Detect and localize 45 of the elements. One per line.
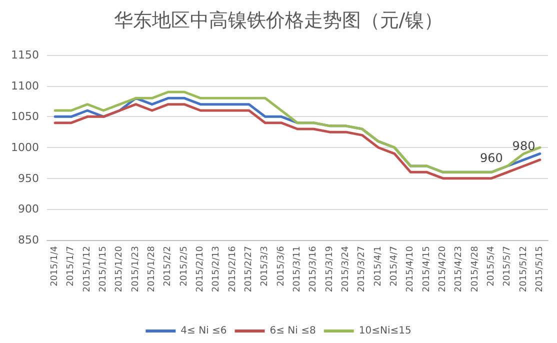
x-tick-label: 2015/5/15 [534,246,545,292]
x-tick-label: 2015/4/23 [454,246,464,292]
x-tick-label: 2015/2/27 [244,246,254,292]
y-tick-label: 1150 [11,48,39,62]
x-tick-label: 2015/4/20 [438,246,448,292]
x-tick-label: 2015/1/23 [130,246,141,292]
line-series [54,103,542,180]
legend-label: 6≤ Ni ≤8 [270,326,316,336]
annotation: 960 [480,151,503,166]
x-tick-label: 2015/2/16 [228,246,238,292]
x-tick-label: 2015/4/28 [470,246,480,292]
y-tick-label: 1100 [11,79,39,92]
x-tick-label: 2015/5/4 [486,246,496,286]
y-tick-label: 1000 [11,141,39,154]
x-tick-label: 2015/3/24 [340,246,351,292]
annotation: 980 [512,138,536,153]
chart-title: 华东地区中高镍铁价格走势图（元/镍） [114,10,444,32]
x-tick-label: 2015/3/19 [324,246,335,292]
x-tick-label: 2015/3/11 [292,246,302,292]
x-tick-label: 2015/3/3 [260,246,270,286]
x-tick-label: 2015/2/10 [196,246,206,292]
x-tick-label: 2015/4/15 [422,246,432,292]
x-tick-label: 2015/2/2 [163,246,174,286]
y-tick-label: 850 [18,234,39,246]
x-tick-label: 2015/3/16 [308,246,319,292]
legend-label: 4≤ Ni ≤6 [180,326,227,336]
x-tick-label: 2015/1/7 [66,246,76,286]
x-tick-label: 2015/5/12 [518,246,529,292]
x-tick-label: 2015/3/6 [276,246,286,286]
x-tick-label: 2015/4/10 [406,246,416,292]
legend-label: 10≤Ni≤15 [358,326,412,336]
x-tick-label: 2015/2/5 [179,246,190,286]
x-tick-label: 2015/1/15 [98,246,109,292]
x-tick-label: 2015/3/27 [357,246,368,292]
y-tick-label: 950 [18,172,39,185]
x-tick-label: 2015/1/12 [82,246,92,292]
x-tick-label: 2015/1/28 [147,246,158,292]
y-tick-label: 900 [18,202,39,216]
x-tick-label: 2015/4/7 [389,246,400,286]
x-tick-label: 2015/1/20 [114,246,125,292]
x-tick-label: 2015/1/4 [50,246,60,286]
x-tick-label: 2015/5/7 [502,246,513,286]
x-tick-label: 2015/4/1 [373,246,384,286]
y-tick-label: 1050 [11,110,39,124]
x-tick-label: 2015/2/13 [212,246,222,292]
